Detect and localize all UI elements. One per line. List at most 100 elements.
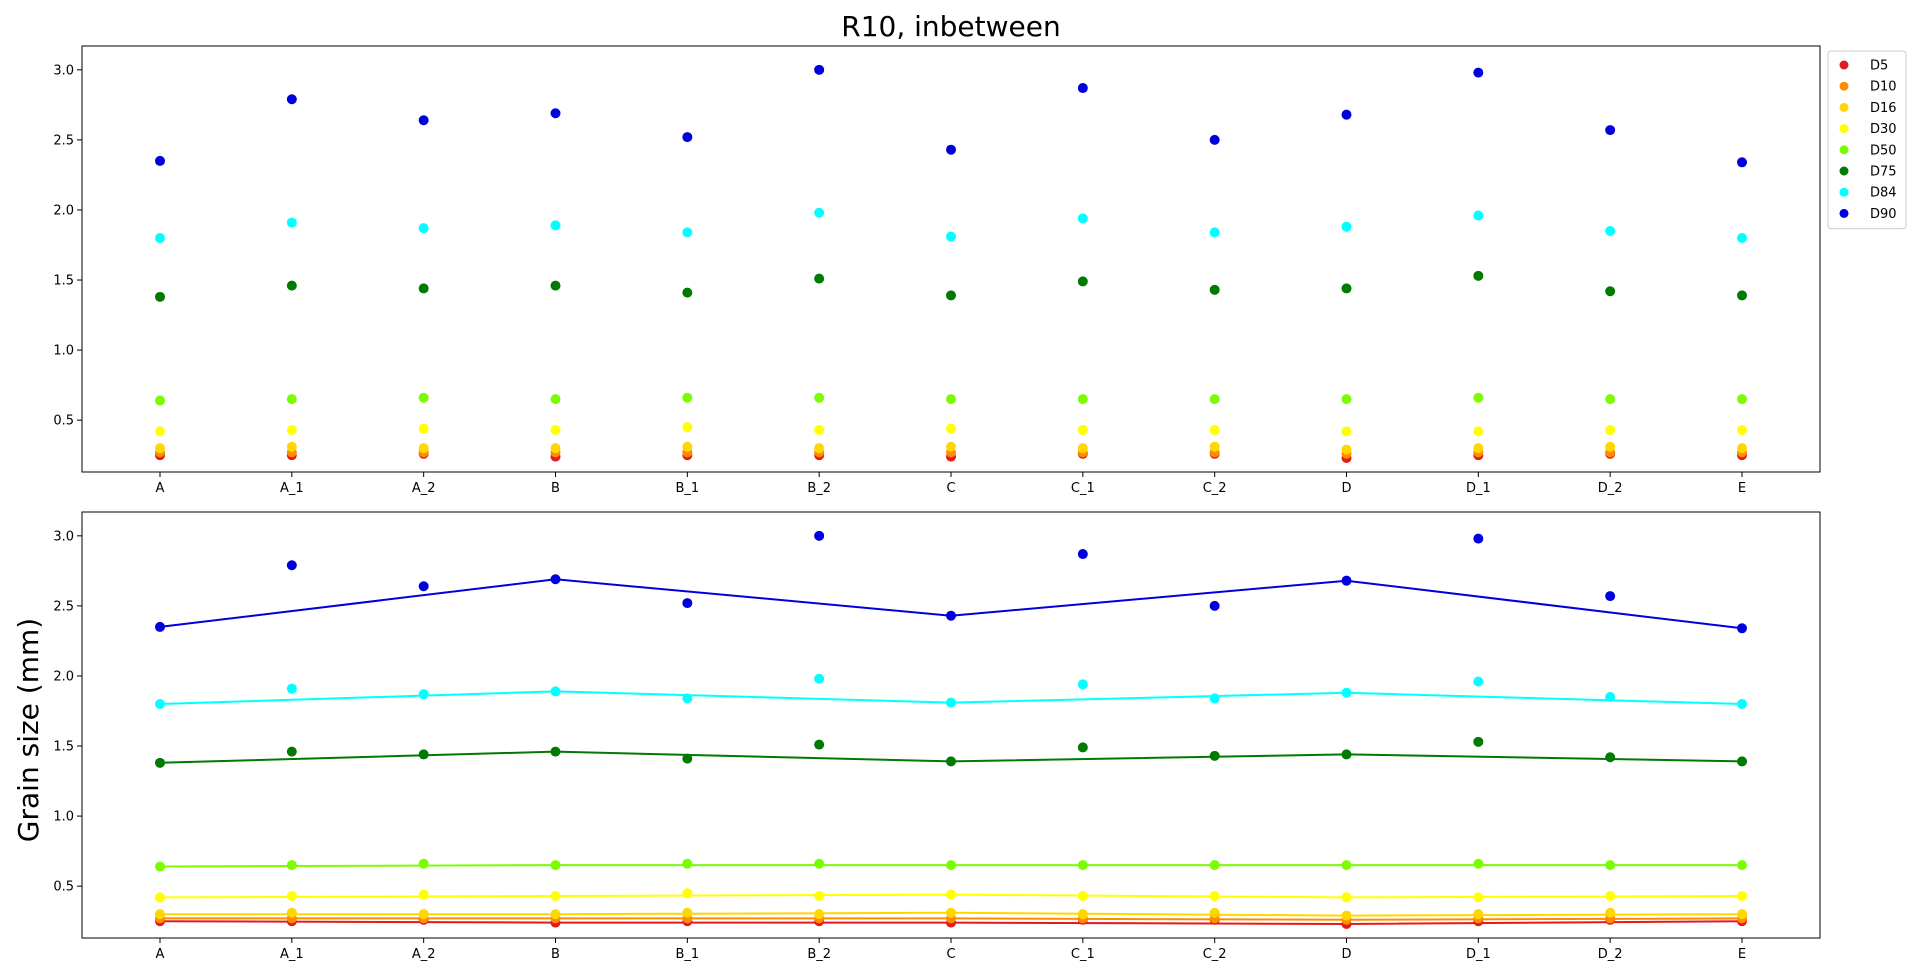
- bottom-panel: 0.5 1.0 1.5 2.0 2.5 3.0 A A_1 A_2 B B_1 B_2 C C_1 C_2 D…: [53, 511, 1821, 962]
- top-point-d90: [1341, 109, 1352, 120]
- top-point-d16: [1737, 443, 1747, 454]
- top-point-d30: [1209, 424, 1220, 435]
- bottom-point-d16: [814, 909, 825, 920]
- top-point-d84: [286, 217, 297, 228]
- top-point-d50: [1341, 394, 1352, 405]
- bottom-point-d84: [1605, 691, 1616, 702]
- top-point-d90: [814, 64, 825, 75]
- top-x-tick-label: E: [1738, 481, 1746, 496]
- bottom-x-tick-label: B: [551, 947, 560, 962]
- top-y-tick-label: 0.5: [53, 414, 74, 429]
- top-point-d16: [1473, 443, 1484, 454]
- bottom-point-d84: [682, 693, 693, 704]
- top-point-d90: [418, 115, 429, 126]
- bottom-point-d50: [682, 858, 693, 869]
- y-axis-label: Grain size (mm): [12, 618, 45, 842]
- bottom-point-d16: [155, 909, 165, 920]
- bottom-point-d50: [814, 858, 825, 869]
- bottom-point-d30: [1473, 892, 1484, 903]
- bottom-point-d84: [1473, 676, 1484, 687]
- top-point-d30: [814, 424, 825, 435]
- top-point-d30: [550, 424, 561, 435]
- legend-label-d30: D30: [1870, 122, 1897, 137]
- bottom-point-d16: [1341, 910, 1352, 921]
- legend-box: [1827, 50, 1907, 230]
- top-point-d50: [1209, 394, 1220, 405]
- bottom-y-tick-label: 3.0: [53, 529, 74, 544]
- top-point-d75: [1077, 276, 1088, 287]
- top-x-tick-label: A_1: [280, 481, 304, 496]
- top-point-d50: [550, 394, 561, 405]
- top-point-d16: [682, 441, 693, 452]
- legend-marker-d30: [1839, 124, 1849, 134]
- top-point-d16: [1341, 444, 1352, 455]
- top-x-tick-label: A: [156, 481, 165, 496]
- bottom-point-d90: [814, 530, 825, 541]
- bottom-x-tick-label: B_2: [807, 947, 831, 962]
- bottom-point-d84: [286, 683, 297, 694]
- bottom-point-d16: [286, 907, 297, 918]
- top-point-d90: [1473, 67, 1484, 78]
- top-point-d16: [286, 441, 297, 452]
- legend-marker-d50: [1839, 145, 1849, 155]
- top-point-d16: [1077, 443, 1088, 454]
- top-point-d90: [550, 108, 561, 119]
- bottom-point-d16: [946, 907, 956, 918]
- top-point-d50: [1473, 392, 1484, 403]
- top-point-d75: [418, 283, 429, 294]
- bottom-point-d75: [814, 739, 825, 750]
- top-point-d50: [1077, 394, 1088, 405]
- top-x-tick-label: A_2: [412, 481, 436, 496]
- top-point-d75: [946, 290, 956, 301]
- top-point-d84: [1737, 232, 1747, 243]
- top-point-d30: [1605, 424, 1616, 435]
- bottom-point-d50: [1473, 858, 1484, 869]
- top-point-d16: [550, 443, 561, 454]
- top-point-d30: [418, 423, 429, 434]
- bottom-point-d90: [155, 621, 165, 632]
- bottom-y-tick-label: 1.0: [53, 810, 74, 825]
- top-y-tick-label: 1.0: [53, 344, 74, 359]
- bottom-point-d75: [1209, 750, 1220, 761]
- top-point-d84: [1341, 221, 1352, 232]
- top-point-d90: [286, 94, 297, 105]
- bottom-point-d75: [682, 753, 693, 764]
- top-point-d30: [682, 422, 693, 433]
- legend-marker-d10: [1839, 81, 1849, 91]
- bottom-point-d30: [286, 890, 297, 901]
- bottom-x-tick-label: C: [946, 947, 955, 962]
- top-point-d30: [286, 424, 297, 435]
- legend: D5 D10 D16 D30 D50 D75 D84 D90: [1827, 50, 1907, 230]
- bottom-point-d50: [1209, 860, 1220, 871]
- top-point-d84: [1473, 210, 1484, 221]
- bottom-y-tick-label: 2.5: [53, 599, 74, 614]
- legend-marker-d84: [1839, 187, 1849, 197]
- bottom-point-d90: [1341, 575, 1352, 586]
- bottom-x-tick-label: D_2: [1598, 947, 1623, 962]
- bottom-point-d90: [286, 560, 297, 571]
- bottom-point-d30: [1605, 890, 1616, 901]
- bottom-x-tick-label: C_2: [1203, 947, 1227, 962]
- bottom-point-d90: [1473, 533, 1484, 544]
- top-point-d90: [682, 132, 693, 143]
- bottom-point-d50: [418, 858, 429, 869]
- legend-marker-d5: [1839, 60, 1849, 70]
- bottom-plot-area: [81, 511, 1821, 939]
- bottom-x-tick-label: A_2: [412, 947, 436, 962]
- top-point-d75: [682, 287, 693, 298]
- bottom-x-tick-label: C_1: [1071, 947, 1095, 962]
- bottom-point-d16: [418, 909, 429, 920]
- top-point-d16: [155, 443, 165, 454]
- bottom-x-tick-label: D_1: [1466, 947, 1491, 962]
- bottom-point-d84: [418, 689, 429, 700]
- top-point-d75: [1341, 283, 1352, 294]
- bottom-x-tick-label: B_1: [675, 947, 699, 962]
- bottom-point-d84: [1737, 698, 1747, 709]
- bottom-point-d75: [1605, 752, 1616, 763]
- bottom-point-d16: [1605, 907, 1616, 918]
- bottom-point-d75: [286, 746, 297, 757]
- bottom-point-d50: [1341, 860, 1352, 871]
- bottom-point-d84: [550, 686, 561, 697]
- top-point-d30: [1341, 426, 1352, 437]
